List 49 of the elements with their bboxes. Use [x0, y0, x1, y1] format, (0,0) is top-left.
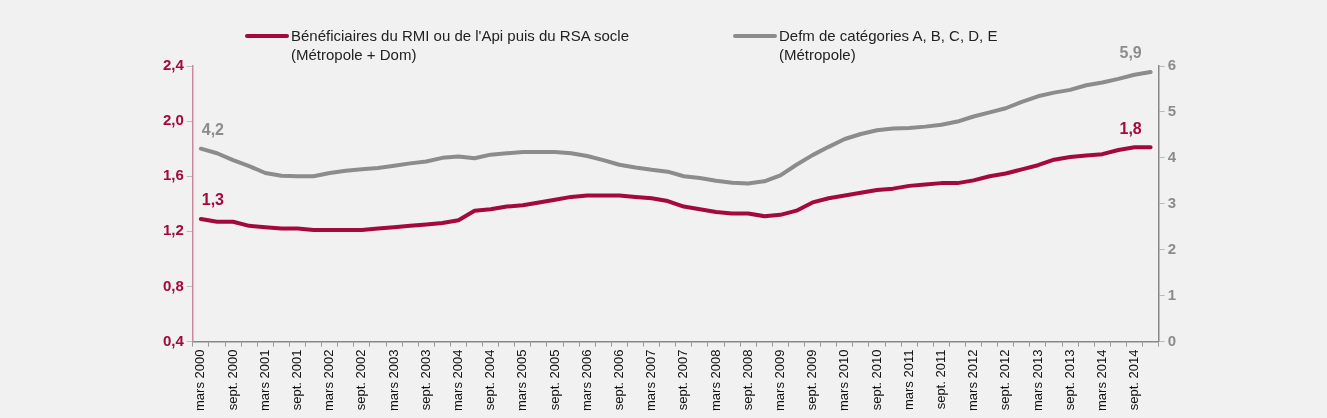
- x-tick-label: sept. 2010: [868, 349, 884, 411]
- x-tick-label: sept. 2004: [482, 349, 498, 411]
- y-tick-label: 0,4: [162, 331, 185, 349]
- y2-tick-label: 2: [1167, 239, 1176, 257]
- y2-tick-label: 6: [1167, 56, 1176, 74]
- y-tick-label: 1,2: [162, 221, 184, 239]
- x-tick-label: sept. 2000: [224, 349, 240, 411]
- legend-label: Bénéficiaires du RMI ou de l'Api puis du RSA socle (Métropole + Dom): [291, 26, 631, 64]
- x-tick-label: mars 2014: [1093, 349, 1109, 411]
- y-tick-label: 0,8: [162, 276, 184, 294]
- legend-label: Defm de catégories A, B, C, D, E (Métropole): [779, 26, 999, 64]
- x-tick-label: mars 2007: [643, 349, 659, 411]
- x-tick-label: mars 2006: [578, 349, 594, 411]
- x-tick-label: sept. 2002: [353, 349, 369, 411]
- y2-tick-label: 5: [1167, 102, 1176, 120]
- x-tick-label: mars 2002: [321, 349, 337, 411]
- y-tick-label: 2,4: [162, 56, 185, 74]
- x-tick-label: sept. 2013: [1061, 349, 1077, 411]
- x-tick-label: mars 2004: [450, 349, 466, 411]
- y-tick-label: 2,0: [162, 111, 184, 129]
- x-tick-label: sept. 2006: [610, 349, 626, 411]
- x-tick-label: sept. 2009: [804, 349, 820, 411]
- y-tick-label: 1,6: [162, 166, 184, 184]
- x-tick-label: mars 2012: [965, 349, 981, 411]
- y2-tick-label: 0: [1167, 331, 1176, 349]
- x-tick-label: sept. 2007: [675, 349, 691, 411]
- x-tick-label: mars 2001: [256, 349, 272, 411]
- x-tick-label: sept. 2001: [289, 349, 305, 411]
- x-tick-label: mars 2003: [385, 349, 401, 411]
- x-tick-label: sept. 2005: [546, 349, 562, 411]
- data-label: 4,2: [201, 121, 225, 139]
- x-tick-label: mars 2005: [514, 349, 530, 411]
- x-tick-label: mars 2011: [900, 349, 916, 411]
- x-tick-label: sept. 2003: [417, 349, 433, 411]
- x-tick-label: sept. 2012: [997, 349, 1013, 411]
- x-tick-label: mars 2008: [707, 349, 723, 411]
- x-tick-label: mars 2013: [1029, 349, 1045, 411]
- x-tick-label: sept. 2011: [932, 349, 948, 410]
- x-tick-label: mars 2009: [771, 349, 787, 411]
- x-tick-label: mars 2000: [192, 349, 208, 411]
- x-tick-label: sept. 2014: [1126, 349, 1142, 411]
- data-label: 1,3: [201, 191, 225, 209]
- y2-tick-label: 4: [1167, 148, 1177, 165]
- data-label: 1,8: [1119, 119, 1142, 137]
- y2-tick-label: 1: [1167, 285, 1176, 303]
- x-tick-label: sept. 2008: [739, 349, 755, 411]
- y2-tick-label: 3: [1167, 193, 1176, 211]
- data-label: 5,9: [1119, 44, 1142, 62]
- x-tick-label: mars 2010: [836, 349, 852, 411]
